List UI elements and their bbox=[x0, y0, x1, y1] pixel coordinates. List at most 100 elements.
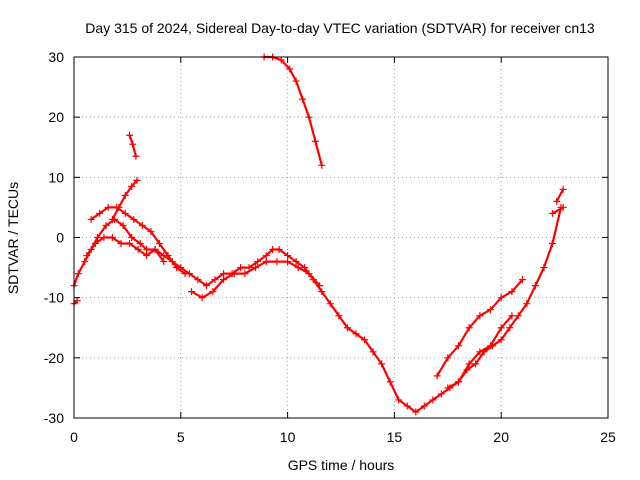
data-point bbox=[277, 56, 285, 64]
series-arc-peak bbox=[126, 131, 140, 160]
series-arc-rise bbox=[108, 176, 141, 223]
data-point bbox=[119, 221, 127, 229]
x-tick-label: 0 bbox=[70, 429, 78, 445]
y-tick-label: -10 bbox=[44, 290, 64, 306]
data-point bbox=[369, 348, 377, 356]
data-point bbox=[262, 252, 270, 260]
series-line bbox=[85, 236, 165, 263]
y-axis-label: SDTVAR / TECUs bbox=[5, 182, 21, 294]
data-point bbox=[220, 276, 228, 284]
series-line bbox=[263, 55, 323, 167]
data-point bbox=[181, 270, 189, 278]
data-point bbox=[83, 252, 91, 260]
data-point bbox=[187, 288, 195, 296]
data-point bbox=[275, 246, 283, 254]
data-point bbox=[147, 227, 155, 235]
data-point bbox=[237, 264, 245, 272]
x-tick-label: 25 bbox=[600, 429, 616, 445]
data-point bbox=[128, 182, 136, 190]
data-point bbox=[100, 234, 108, 241]
data-point bbox=[93, 234, 101, 241]
data-point bbox=[497, 336, 505, 344]
data-point bbox=[318, 288, 326, 296]
data-point bbox=[294, 264, 302, 272]
data-point bbox=[292, 77, 300, 85]
data-point bbox=[352, 330, 360, 338]
data-point bbox=[465, 324, 473, 332]
data-point bbox=[126, 240, 134, 248]
data-point bbox=[128, 234, 136, 241]
data-point bbox=[91, 240, 99, 248]
data-point bbox=[305, 113, 313, 121]
data-point bbox=[209, 288, 217, 296]
data-point bbox=[433, 372, 441, 380]
data-point bbox=[476, 348, 484, 356]
data-point bbox=[444, 354, 452, 362]
data-point bbox=[553, 197, 561, 205]
data-point bbox=[316, 282, 324, 290]
data-point bbox=[454, 342, 462, 350]
data-point bbox=[155, 240, 163, 248]
data-point bbox=[318, 161, 326, 169]
series-line bbox=[89, 206, 187, 275]
y-tick-label: 10 bbox=[48, 169, 64, 185]
data-point bbox=[497, 324, 505, 332]
data-point bbox=[531, 282, 539, 290]
data-point bbox=[220, 270, 228, 278]
data-point bbox=[508, 312, 516, 320]
y-tick-label: 0 bbox=[56, 230, 64, 246]
data-point bbox=[311, 137, 319, 145]
data-point bbox=[476, 312, 484, 320]
data-point bbox=[108, 234, 116, 241]
x-tick-label: 15 bbox=[387, 429, 403, 445]
x-tick-label: 5 bbox=[177, 429, 185, 445]
data-point bbox=[262, 258, 270, 266]
data-point bbox=[96, 209, 104, 217]
plot-area bbox=[70, 53, 567, 416]
data-point bbox=[420, 402, 428, 410]
series-arc-start bbox=[70, 297, 81, 308]
data-point bbox=[487, 306, 495, 314]
data-point bbox=[465, 360, 473, 368]
data-point bbox=[343, 324, 351, 332]
data-point bbox=[138, 221, 146, 229]
y-tick-label: 20 bbox=[48, 109, 64, 125]
data-point bbox=[211, 276, 219, 284]
data-point bbox=[73, 297, 81, 305]
data-point bbox=[245, 264, 253, 272]
data-point bbox=[284, 258, 292, 266]
data-point bbox=[514, 312, 522, 320]
data-point bbox=[508, 288, 516, 296]
series-line bbox=[555, 188, 565, 203]
x-tick-label: 10 bbox=[280, 429, 296, 445]
data-point bbox=[412, 408, 420, 416]
data-point bbox=[301, 264, 309, 272]
data-point bbox=[121, 209, 129, 217]
data-point bbox=[121, 191, 129, 199]
data-point bbox=[202, 282, 210, 290]
data-point bbox=[230, 270, 238, 278]
data-point bbox=[454, 378, 462, 386]
data-point bbox=[143, 246, 151, 254]
data-point bbox=[173, 264, 181, 272]
data-point bbox=[548, 209, 556, 217]
data-point bbox=[252, 264, 260, 272]
data-point bbox=[540, 264, 548, 272]
data-point bbox=[519, 276, 527, 284]
data-point bbox=[472, 360, 480, 368]
data-point bbox=[429, 396, 437, 404]
data-point bbox=[523, 300, 531, 308]
data-point bbox=[360, 336, 368, 344]
series-arc-lower bbox=[83, 234, 168, 266]
data-point bbox=[160, 258, 168, 266]
data-point bbox=[559, 185, 567, 193]
data-point bbox=[117, 240, 125, 248]
data-point bbox=[292, 258, 300, 266]
data-point bbox=[269, 246, 277, 254]
data-point bbox=[437, 390, 445, 398]
data-point bbox=[284, 252, 292, 260]
data-point bbox=[133, 176, 141, 184]
data-point bbox=[548, 240, 556, 248]
data-point bbox=[132, 152, 140, 160]
data-point bbox=[299, 95, 307, 103]
